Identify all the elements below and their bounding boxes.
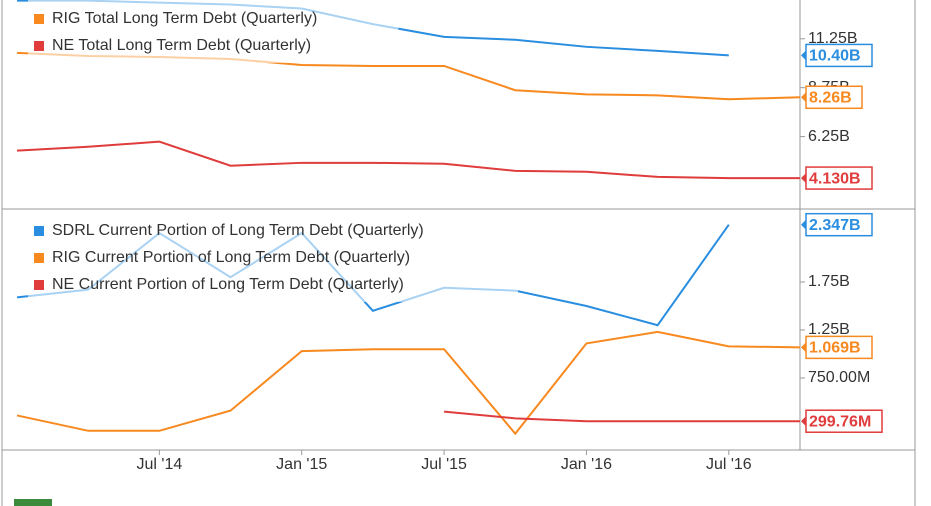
legend-label: RIG Current Portion of Long Term Debt (Q…: [52, 249, 410, 266]
legend-swatch: [34, 14, 44, 24]
value-label: 299.76M: [809, 413, 871, 430]
legend-bg: [28, 0, 399, 63]
value-label-box: [805, 85, 863, 110]
y-tick-label: 6.25B: [808, 128, 850, 145]
value-label-box: [805, 335, 873, 360]
legend: SDRL Total Long Term Debt (Quarterly)RIG…: [28, 0, 399, 63]
x-tick-label: Jan '16: [561, 456, 612, 473]
legend-label: RIG Total Long Term Debt (Quarterly): [52, 10, 317, 27]
logo-mark: [14, 499, 52, 506]
x-tick-label: Jul '14: [136, 456, 182, 473]
value-label: 10.40B: [809, 48, 861, 65]
y-tick-label: 1.25B: [808, 321, 850, 338]
legend-bg: [28, 215, 518, 302]
legend-label: SDRL Current Portion of Long Term Debt (…: [52, 222, 424, 239]
x-tick-label: Jul '15: [421, 456, 467, 473]
y-tick-label: 11.25B: [808, 30, 858, 47]
legend-swatch: [34, 226, 44, 236]
legend-swatch: [34, 41, 44, 51]
legend-label: NE Current Portion of Long Term Debt (Qu…: [52, 276, 404, 293]
legend-swatch: [34, 253, 44, 263]
x-tick-label: Jul '16: [706, 456, 752, 473]
value-label: 2.347B: [809, 217, 861, 234]
y-tick-label: 1.75B: [808, 273, 850, 290]
value-label: 1.069B: [809, 340, 861, 357]
value-label-box: [805, 409, 883, 433]
value-label-box: [805, 212, 873, 237]
value-label-box: [805, 43, 873, 68]
value-label: 4.130B: [809, 170, 861, 187]
y-tick-label: 750.00M: [808, 369, 870, 386]
value-label-box: [805, 166, 873, 190]
series-line: [443, 410, 800, 423]
legend: SDRL Current Portion of Long Term Debt (…: [28, 215, 518, 302]
legend-label: NE Total Long Term Debt (Quarterly): [52, 37, 311, 54]
series-line: [16, 330, 800, 436]
logo: [14, 499, 52, 506]
x-tick-label: Jan '15: [276, 456, 327, 473]
series-line: [16, 140, 800, 180]
value-label: 8.26B: [809, 90, 852, 107]
legend-swatch: [34, 280, 44, 290]
